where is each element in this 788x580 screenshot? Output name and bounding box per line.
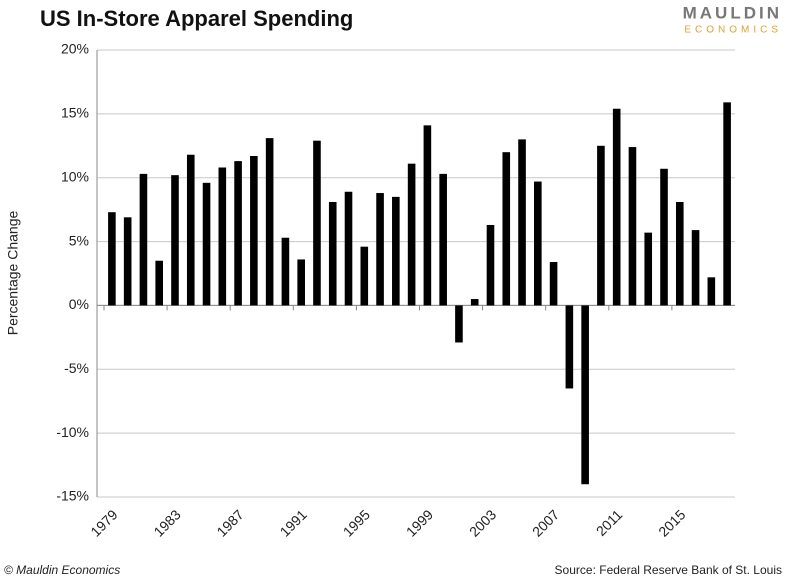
footer-right: Source: Federal Reserve Bank of St. Loui…: [555, 563, 782, 577]
bar: [328, 201, 337, 306]
y-axis-label: Percentage Change: [5, 211, 21, 336]
bar: [675, 201, 684, 306]
y-tick-label: 0%: [69, 296, 89, 312]
bar: [439, 173, 447, 306]
bar: [281, 237, 290, 306]
y-tick-label: -10%: [56, 424, 89, 440]
bar: [186, 154, 195, 306]
bar: [723, 102, 731, 306]
bar: [612, 108, 621, 306]
logo-top: MAULDIN: [683, 3, 782, 22]
y-tick-label: 20%: [61, 41, 89, 57]
logo-bottom: ECONOMICS: [684, 25, 782, 36]
y-tick-label: 5%: [69, 232, 89, 248]
bar: [218, 167, 227, 306]
bar: [470, 299, 479, 306]
bar: [581, 305, 589, 485]
bar: [313, 140, 321, 306]
bar: [597, 145, 605, 306]
bar: [265, 138, 274, 306]
bar: [486, 224, 495, 306]
bar: [534, 181, 542, 306]
footer-left: © Mauldin Economics: [4, 563, 120, 577]
bar: [360, 246, 369, 306]
y-tick-label: -15%: [56, 488, 89, 504]
bar: [202, 182, 211, 306]
bar: [707, 277, 716, 306]
bar: [171, 175, 179, 306]
bar: [423, 125, 432, 306]
y-tick-label: 10%: [61, 168, 89, 184]
bar: [518, 139, 526, 306]
bar: [691, 230, 700, 306]
bar: [565, 305, 574, 389]
bar: [250, 156, 258, 306]
bar: [549, 262, 558, 306]
bar: [297, 259, 305, 306]
bar: [139, 173, 148, 306]
y-tick-label: -5%: [64, 360, 89, 376]
bar: [628, 147, 637, 306]
y-tick-label: 15%: [61, 105, 89, 121]
bar: [455, 305, 463, 343]
bar: [502, 152, 511, 306]
bar: [644, 232, 653, 306]
bar: [344, 191, 353, 306]
chart-title: US In-Store Apparel Spending: [40, 6, 353, 31]
bar: [660, 168, 668, 306]
bar: [407, 163, 416, 306]
bar: [392, 196, 400, 306]
bar: [108, 212, 116, 306]
bar: [234, 161, 242, 306]
bar: [376, 193, 384, 306]
bar: [123, 217, 132, 306]
bar: [155, 260, 164, 306]
